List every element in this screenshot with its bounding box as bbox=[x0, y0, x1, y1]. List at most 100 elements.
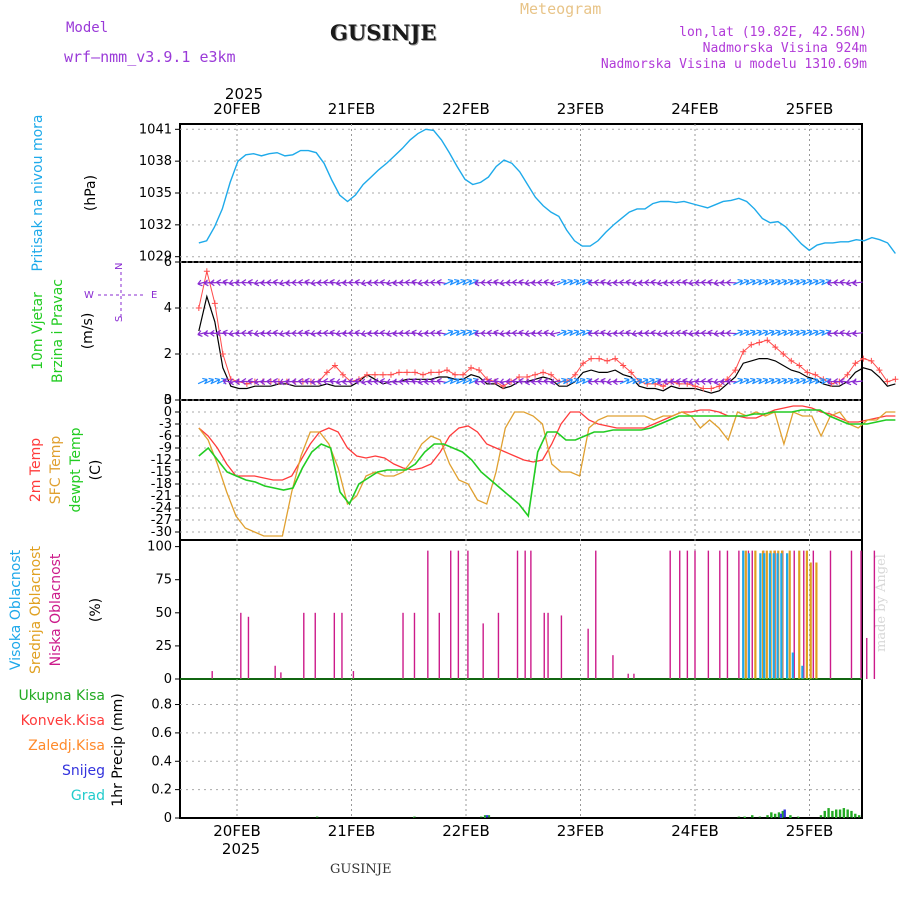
gust-marker bbox=[860, 355, 867, 362]
gust-marker bbox=[892, 376, 899, 383]
gust-marker bbox=[620, 362, 627, 369]
y-tick-label: 1038 bbox=[139, 154, 172, 169]
precip-bar bbox=[838, 809, 842, 818]
wind-arrow bbox=[537, 329, 548, 337]
wind-arrow bbox=[758, 278, 769, 286]
wind-arrow bbox=[569, 278, 580, 286]
wind-arrow bbox=[796, 377, 806, 385]
precip-unit: 1hr Precip (mm) bbox=[110, 693, 126, 806]
precip-bar bbox=[850, 810, 853, 818]
elevation-text: Nadmorska Visina 924m bbox=[702, 41, 867, 56]
precip-bar bbox=[789, 815, 792, 818]
footer-location: GUSINJE bbox=[330, 862, 392, 877]
y-tick-label: 0 bbox=[164, 393, 172, 408]
model-label: Model bbox=[66, 20, 109, 36]
y-tick-label: -21 bbox=[151, 489, 172, 504]
gust-marker bbox=[444, 367, 451, 374]
wind-arrow bbox=[430, 329, 441, 337]
precip-bar bbox=[413, 816, 416, 818]
chart-marks bbox=[180, 128, 899, 819]
wind-arrow bbox=[210, 377, 221, 385]
precip-legend-item: Grad bbox=[71, 788, 105, 804]
gust-marker bbox=[604, 357, 611, 364]
wind-arrow bbox=[770, 377, 781, 385]
bottom-day-label: 21FEB bbox=[328, 822, 375, 840]
wind-arrow bbox=[436, 329, 447, 337]
precip-bar bbox=[315, 816, 319, 818]
gust-marker bbox=[420, 371, 427, 378]
temp-dewpt-label: dewpt Temp bbox=[68, 427, 84, 512]
wind-arrow bbox=[688, 279, 699, 287]
gust-marker bbox=[876, 367, 883, 374]
wind-arrow bbox=[688, 378, 699, 386]
wind-arrow bbox=[745, 278, 756, 286]
gust-marker bbox=[596, 355, 603, 362]
wind-arrow bbox=[739, 329, 750, 336]
wind-arrow bbox=[228, 279, 240, 287]
wind-arrow bbox=[430, 378, 441, 385]
y-tick-label: 2 bbox=[164, 347, 172, 362]
y-tick-label: 1035 bbox=[139, 186, 172, 201]
compass-s: S bbox=[114, 316, 125, 322]
wind-arrow bbox=[758, 377, 769, 385]
wind-arrow bbox=[852, 330, 863, 337]
wind-arrow bbox=[241, 279, 252, 287]
y-tick-label: 75 bbox=[155, 573, 172, 588]
wind-arrow bbox=[726, 329, 737, 337]
gust-marker bbox=[772, 344, 779, 351]
wind-arrow bbox=[348, 279, 359, 287]
wind-title-line2: Brzina i Pravac bbox=[50, 279, 66, 383]
wind-arrow bbox=[563, 278, 573, 286]
precip-bar bbox=[842, 808, 846, 818]
panel-frames bbox=[179, 123, 863, 819]
gust-marker bbox=[387, 371, 394, 378]
wind-arrow bbox=[348, 329, 359, 337]
cloud-unit: (%) bbox=[88, 598, 104, 622]
wind-arrow bbox=[228, 378, 240, 386]
pressure-unit: (hPa) bbox=[83, 175, 99, 211]
gust-marker bbox=[700, 385, 707, 392]
gust-marker bbox=[540, 369, 547, 376]
gust-marker bbox=[692, 383, 699, 390]
wind-arrow bbox=[348, 378, 359, 386]
temp-line bbox=[198, 409, 896, 518]
cloud-mid-label: Srednja Oblacnost bbox=[28, 546, 44, 674]
wind-arrow bbox=[456, 278, 466, 286]
gust-marker bbox=[468, 364, 475, 371]
wind-arrow bbox=[789, 329, 800, 336]
gust-marker bbox=[395, 369, 402, 376]
precip-bar bbox=[835, 809, 838, 818]
gridlines bbox=[175, 124, 862, 819]
precip-bar bbox=[487, 815, 491, 818]
wind-arrow bbox=[549, 330, 561, 337]
wind-arrow bbox=[802, 278, 813, 286]
bottom-year-label: 2025 bbox=[222, 840, 260, 858]
gust-marker bbox=[580, 360, 587, 367]
gust-line bbox=[198, 271, 896, 389]
precip-bar bbox=[483, 815, 487, 818]
wind-arrow bbox=[549, 378, 561, 386]
wind-arrow bbox=[739, 278, 750, 286]
precip-bar bbox=[846, 809, 849, 818]
gust-marker bbox=[748, 341, 755, 348]
temp-2m-label: 2m Temp bbox=[28, 438, 44, 502]
wind-arrow bbox=[606, 279, 618, 287]
wind-arrow bbox=[783, 278, 794, 286]
gust-marker bbox=[516, 374, 523, 380]
top-day-label: 24FEB bbox=[671, 100, 718, 118]
wind-arrow bbox=[612, 378, 624, 386]
top-day-label: 22FEB bbox=[442, 100, 489, 118]
precip-legend-item: Ukupna Kisa bbox=[18, 688, 105, 704]
wind-arrow bbox=[745, 377, 756, 385]
precip-bar bbox=[777, 812, 781, 818]
y-tick-label: -24 bbox=[151, 501, 172, 516]
wind-arrow bbox=[815, 329, 825, 336]
gust-marker bbox=[331, 362, 338, 369]
top-year-label: 2025 bbox=[225, 85, 263, 103]
wind-arrow bbox=[739, 377, 750, 385]
gust-marker bbox=[780, 351, 787, 357]
gust-marker bbox=[572, 371, 579, 378]
wind-arrow bbox=[783, 329, 794, 336]
wind-arrow bbox=[430, 279, 441, 287]
wind-arrow bbox=[619, 329, 630, 337]
